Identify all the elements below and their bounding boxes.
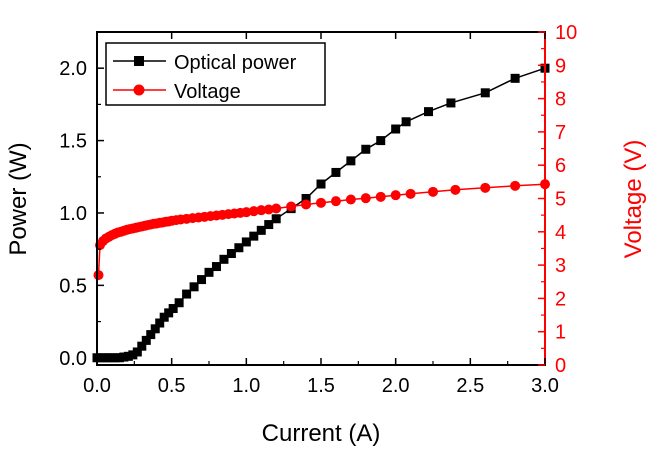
x-tick-label: 3.0: [531, 375, 559, 397]
power-data-point: [174, 298, 184, 308]
voltage-data-point: [93, 270, 104, 281]
y-tick-label: 0.0: [59, 348, 87, 370]
x-tick-label: 1.0: [232, 375, 260, 397]
voltage-data-point: [450, 184, 461, 195]
power-data-point: [204, 267, 214, 277]
power-data-point: [424, 107, 434, 117]
voltage-data-point: [480, 182, 491, 193]
power-data-point: [150, 324, 160, 334]
power-data-point: [346, 156, 356, 166]
series-layer: [92, 63, 550, 363]
y2-tick-label: 6: [555, 155, 566, 177]
voltage-data-point: [316, 197, 326, 208]
voltage-data-point: [256, 205, 267, 216]
power-data-point: [264, 220, 274, 230]
power-data-point: [146, 330, 156, 340]
power-data-point: [189, 282, 199, 292]
voltage-data-point: [375, 191, 386, 202]
legend-power-marker: [134, 56, 144, 66]
power-data-point: [376, 136, 386, 146]
axes-layer: 0.0 0.5 1.0 1.5 2.0 2.5 3.0 0.0 0.5 1.0 1.5 2.0 0 1 2 3…: [59, 22, 577, 397]
power-data-point: [155, 318, 165, 328]
power-data-point: [141, 335, 151, 345]
x-axis-label: Current (A): [262, 420, 381, 447]
voltage-data-point: [241, 207, 252, 218]
voltage-data-point: [510, 180, 521, 191]
voltage-data-point: [301, 199, 312, 210]
voltage-data-point: [428, 186, 438, 197]
power-data-point: [249, 231, 259, 241]
voltage-data-point: [360, 193, 371, 204]
voltage-data-point: [271, 203, 282, 214]
y2-tick-label: 3: [555, 255, 566, 277]
legend-voltage-marker: [133, 84, 145, 96]
voltage-data-point: [263, 204, 274, 215]
y-tick-label: 1.0: [59, 203, 87, 225]
voltage-data-point: [330, 196, 341, 207]
x-tick-label: 1.5: [307, 375, 335, 397]
y2-tick-label: 1: [555, 322, 566, 344]
legend-power-label: Optical power: [174, 52, 297, 74]
power-data-point: [182, 289, 192, 299]
power-data-point: [197, 275, 207, 285]
power-data-point: [234, 243, 244, 253]
power-data-point: [271, 214, 281, 224]
y-tick-label: 0.5: [59, 275, 87, 297]
y2-tick-label: 2: [555, 288, 566, 310]
power-data-point: [316, 179, 326, 189]
x-tick-label: 2.5: [456, 375, 484, 397]
x-tick-label: 0.5: [158, 375, 186, 397]
y2-axis-label: Voltage (V): [620, 140, 647, 259]
power-data-point: [446, 98, 456, 108]
power-data-point: [301, 194, 311, 203]
power-data-point: [256, 225, 266, 235]
x-tick-label: 2.0: [382, 375, 410, 397]
y2-tick-label: 7: [555, 122, 566, 144]
voltage-data-point: [286, 201, 297, 212]
power-data-point: [361, 144, 371, 154]
power-data-point: [401, 117, 411, 127]
y2-tick-label: 10: [555, 22, 577, 44]
y2-tick-label: 8: [555, 89, 566, 111]
power-data-point: [241, 237, 251, 247]
power-data-point: [211, 262, 221, 272]
power-data-point: [391, 124, 401, 134]
y-tick-label: 1.5: [59, 131, 87, 153]
power-data-point: [168, 304, 178, 314]
y2-tick-label: 5: [555, 189, 566, 211]
power-data-point: [132, 347, 142, 357]
y2-tick-label: 9: [555, 55, 566, 77]
x-tick-label: 0.0: [83, 375, 111, 397]
power-data-point: [510, 73, 520, 83]
voltage-data-point: [248, 206, 259, 217]
power-data-point: [137, 341, 147, 351]
power-data-point: [480, 88, 490, 98]
legend: Optical power Voltage: [105, 42, 326, 106]
y-tick-label: 2.0: [59, 58, 87, 80]
y-axis-label: Power (W): [5, 142, 32, 255]
y2-tick-label: 0: [555, 355, 566, 377]
power-data-point: [331, 167, 341, 177]
power-data-point: [226, 249, 236, 259]
legend-box: [105, 42, 326, 106]
legend-voltage-label: Voltage: [174, 81, 241, 103]
y2-tick-label: 4: [555, 222, 566, 244]
power-data-point: [219, 254, 229, 264]
voltage-data-point: [390, 190, 401, 201]
voltage-data-point: [345, 194, 356, 205]
voltage-data-point: [405, 188, 416, 199]
